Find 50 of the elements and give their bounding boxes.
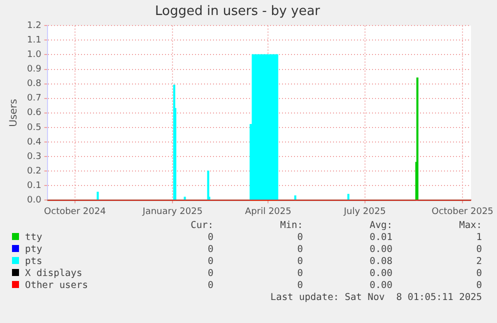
legend-label: X displays xyxy=(24,268,84,280)
x-tick-label: October 2025 xyxy=(432,206,494,217)
x-tick-label: July 2025 xyxy=(342,206,386,217)
y-axis-title: Users xyxy=(8,98,20,127)
text: 0 xyxy=(206,256,214,268)
y-tick-label: 0.9 xyxy=(26,64,42,75)
x-tick-label: October 2024 xyxy=(44,206,106,217)
y-tick-label: 0.0 xyxy=(26,196,42,206)
y-tick-label: 0.1 xyxy=(26,180,42,191)
text: Max: xyxy=(458,220,482,232)
text: 0 xyxy=(206,280,214,292)
text: Avg: xyxy=(368,220,392,232)
y-tick-label: 0.3 xyxy=(26,152,42,162)
text: 2 xyxy=(475,256,482,268)
legend-label: pts xyxy=(24,256,44,268)
text: 0 xyxy=(296,280,303,292)
y-tick-label: 0.5 xyxy=(26,122,42,133)
text: 0 xyxy=(296,232,303,244)
text: 0.00 xyxy=(368,268,392,280)
legend-label: Other users xyxy=(24,280,89,292)
text: 0 xyxy=(475,268,482,280)
text: 0.01 xyxy=(368,232,392,244)
chart-title: Logged in users - by year xyxy=(154,4,321,20)
text: 0 xyxy=(206,244,214,256)
text: 0 xyxy=(296,268,303,280)
text: 0 xyxy=(206,232,214,244)
legend-label: tty xyxy=(24,232,44,244)
y-tick-label: 1.1 xyxy=(26,35,42,46)
text: 0.00 xyxy=(368,280,392,292)
y-tick-label: 1.2 xyxy=(26,20,42,31)
y-tick-label: 0.6 xyxy=(26,108,42,118)
text: 1 xyxy=(475,232,482,244)
text: Min: xyxy=(279,220,303,232)
y-tick-label: 0.7 xyxy=(26,94,42,104)
text: Cur: xyxy=(190,220,214,232)
text: 0.00 xyxy=(368,244,392,256)
y-tick-label: 0.4 xyxy=(26,137,42,148)
x-tick-label: January 2025 xyxy=(142,206,203,217)
x-tick-label: April 2025 xyxy=(245,206,292,217)
y-tick-label: 0.2 xyxy=(26,166,42,176)
text: 0 xyxy=(206,268,214,280)
y-tick-label: 1.0 xyxy=(26,50,42,60)
text: 0 xyxy=(296,256,303,268)
text: Last update: Sat Nov 8 01:05:11 2025 xyxy=(269,292,482,304)
text: 0 xyxy=(475,280,482,292)
y-tick-label: 0.8 xyxy=(26,79,42,90)
text: 0 xyxy=(475,244,482,256)
text: 0 xyxy=(296,244,303,256)
text: 0.08 xyxy=(368,256,392,268)
legend-label: pty xyxy=(24,244,44,256)
